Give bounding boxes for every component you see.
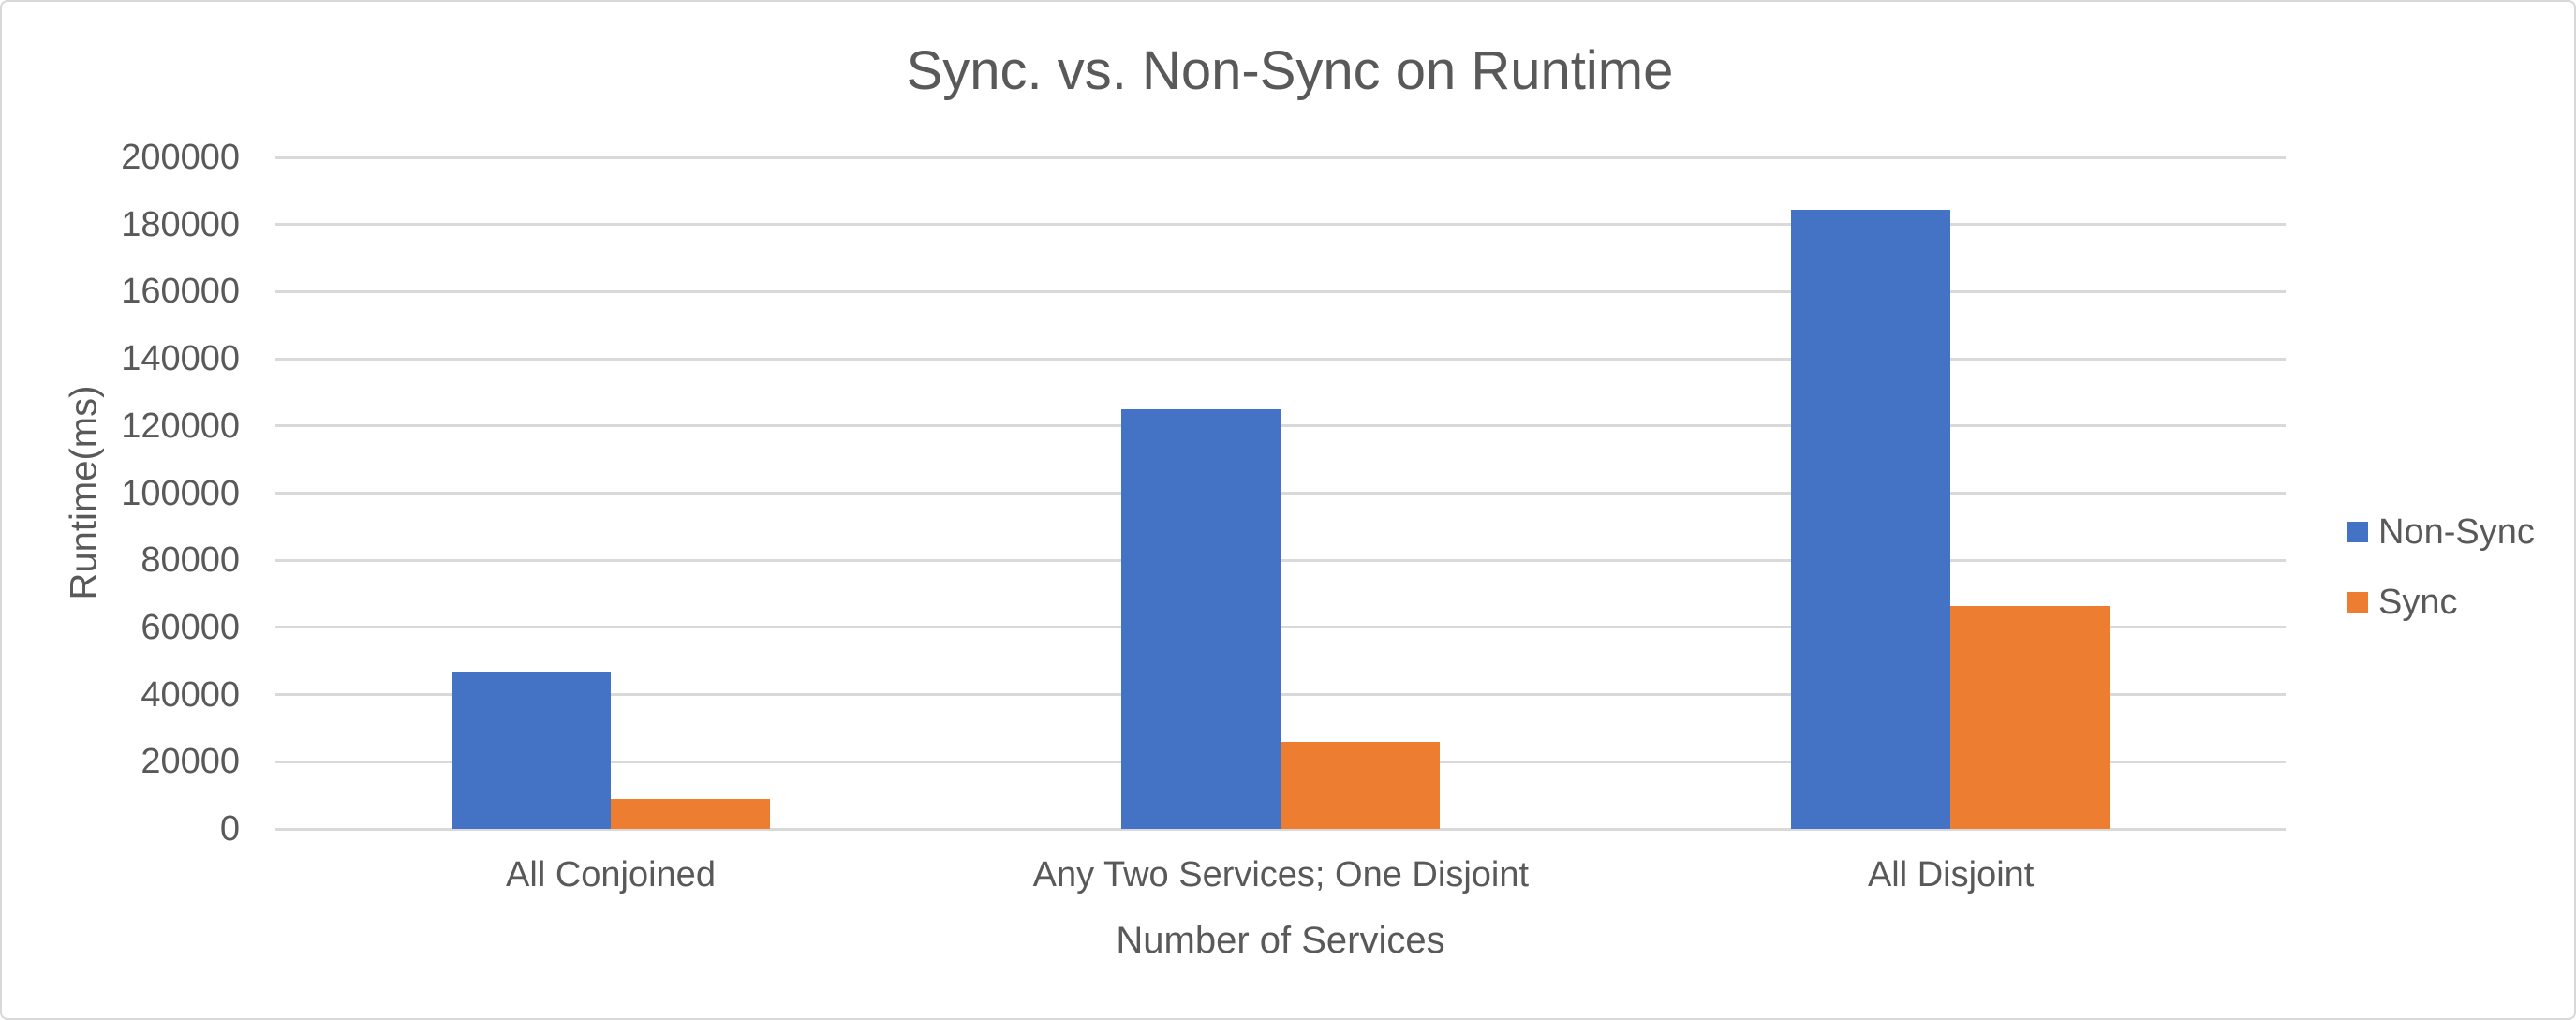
y-tick-label-40000: 40000 bbox=[141, 674, 240, 715]
bar-non-sync-1 bbox=[451, 672, 611, 829]
plot-area bbox=[275, 155, 2286, 831]
legend-swatch-icon bbox=[2347, 522, 2368, 542]
gridline-60000 bbox=[275, 626, 2286, 629]
legend: Non-Sync Sync bbox=[2347, 510, 2535, 625]
y-tick-label-80000: 80000 bbox=[141, 540, 240, 581]
legend-item-sync: Sync bbox=[2347, 580, 2535, 625]
y-tick-label-180000: 180000 bbox=[121, 204, 240, 244]
legend-swatch-icon bbox=[2347, 592, 2368, 613]
chart-title: Sync. vs. Non-Sync on Runtime bbox=[906, 40, 1674, 101]
y-tick-label-0: 0 bbox=[219, 809, 240, 849]
x-category-label-2: Any Two Services; One Disjoint bbox=[1032, 855, 1530, 894]
gridline-180000 bbox=[275, 223, 2286, 227]
legend-label: Sync bbox=[2378, 583, 2458, 622]
x-category-label-3: All Disjoint bbox=[1867, 855, 2035, 894]
gridline-120000 bbox=[275, 424, 2286, 428]
bar-non-sync-2 bbox=[1121, 409, 1281, 829]
gridline-100000 bbox=[275, 492, 2286, 495]
gridline-160000 bbox=[275, 289, 2286, 293]
bar-non-sync-3 bbox=[1791, 210, 1951, 829]
bar-sync-2 bbox=[1281, 742, 1440, 829]
gridline-0 bbox=[275, 827, 2286, 831]
y-tick-label-200000: 200000 bbox=[121, 138, 240, 177]
gridline-200000 bbox=[275, 155, 2286, 159]
gridline-40000 bbox=[275, 693, 2286, 697]
y-tick-label-160000: 160000 bbox=[121, 272, 240, 312]
x-axis-title: Number of Services bbox=[1116, 920, 1445, 961]
y-tick-label-120000: 120000 bbox=[121, 406, 240, 446]
x-category-label-1: All Conjoined bbox=[506, 855, 716, 894]
y-tick-label-100000: 100000 bbox=[121, 473, 240, 513]
bar-sync-1 bbox=[610, 799, 770, 829]
gridline-140000 bbox=[275, 357, 2286, 361]
y-tick-label-140000: 140000 bbox=[121, 339, 240, 379]
gridline-80000 bbox=[275, 558, 2286, 562]
bar-sync-3 bbox=[1950, 606, 2110, 829]
y-tick-label-60000: 60000 bbox=[141, 607, 240, 647]
legend-item-non-sync: Non-Sync bbox=[2347, 510, 2535, 554]
y-tick-label-20000: 20000 bbox=[141, 742, 240, 782]
legend-label: Non-Sync bbox=[2378, 512, 2535, 552]
